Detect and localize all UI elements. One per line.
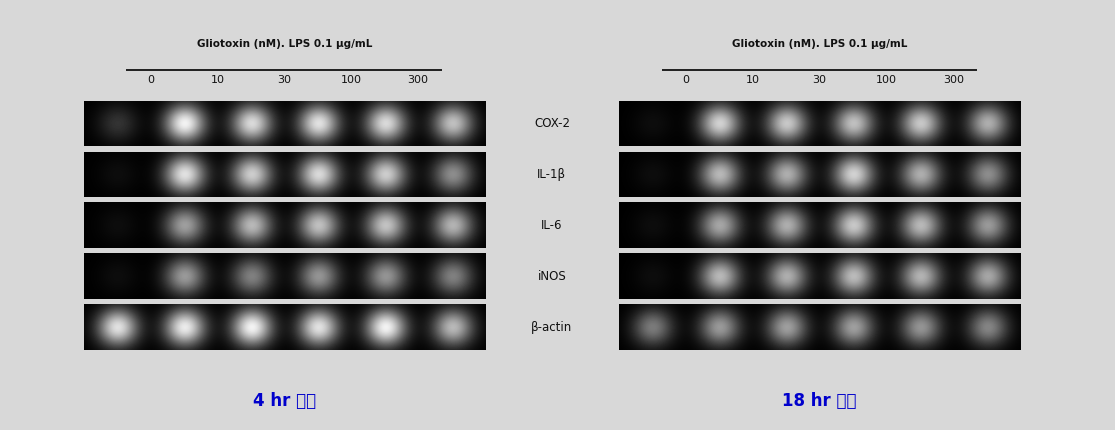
- Text: IL-1β: IL-1β: [537, 168, 566, 181]
- Text: IL-6: IL-6: [541, 219, 563, 232]
- Text: 300: 300: [943, 75, 963, 85]
- Text: 30: 30: [813, 75, 826, 85]
- Text: iNOS: iNOS: [537, 270, 566, 283]
- Text: 0: 0: [147, 75, 154, 85]
- Text: 10: 10: [211, 75, 224, 85]
- Text: 4 hr 처리: 4 hr 처리: [253, 392, 316, 410]
- Text: 18 hr 처리: 18 hr 처리: [783, 392, 856, 410]
- Text: 0: 0: [682, 75, 689, 85]
- Text: 300: 300: [408, 75, 428, 85]
- Text: Gliotoxin (nM). LPS 0.1 μg/mL: Gliotoxin (nM). LPS 0.1 μg/mL: [196, 39, 372, 49]
- Text: COX-2: COX-2: [534, 117, 570, 130]
- Text: β-actin: β-actin: [532, 321, 572, 334]
- Text: 100: 100: [876, 75, 896, 85]
- Text: 30: 30: [278, 75, 291, 85]
- Text: 10: 10: [746, 75, 759, 85]
- Text: 100: 100: [341, 75, 361, 85]
- Text: Gliotoxin (nM). LPS 0.1 μg/mL: Gliotoxin (nM). LPS 0.1 μg/mL: [731, 39, 908, 49]
